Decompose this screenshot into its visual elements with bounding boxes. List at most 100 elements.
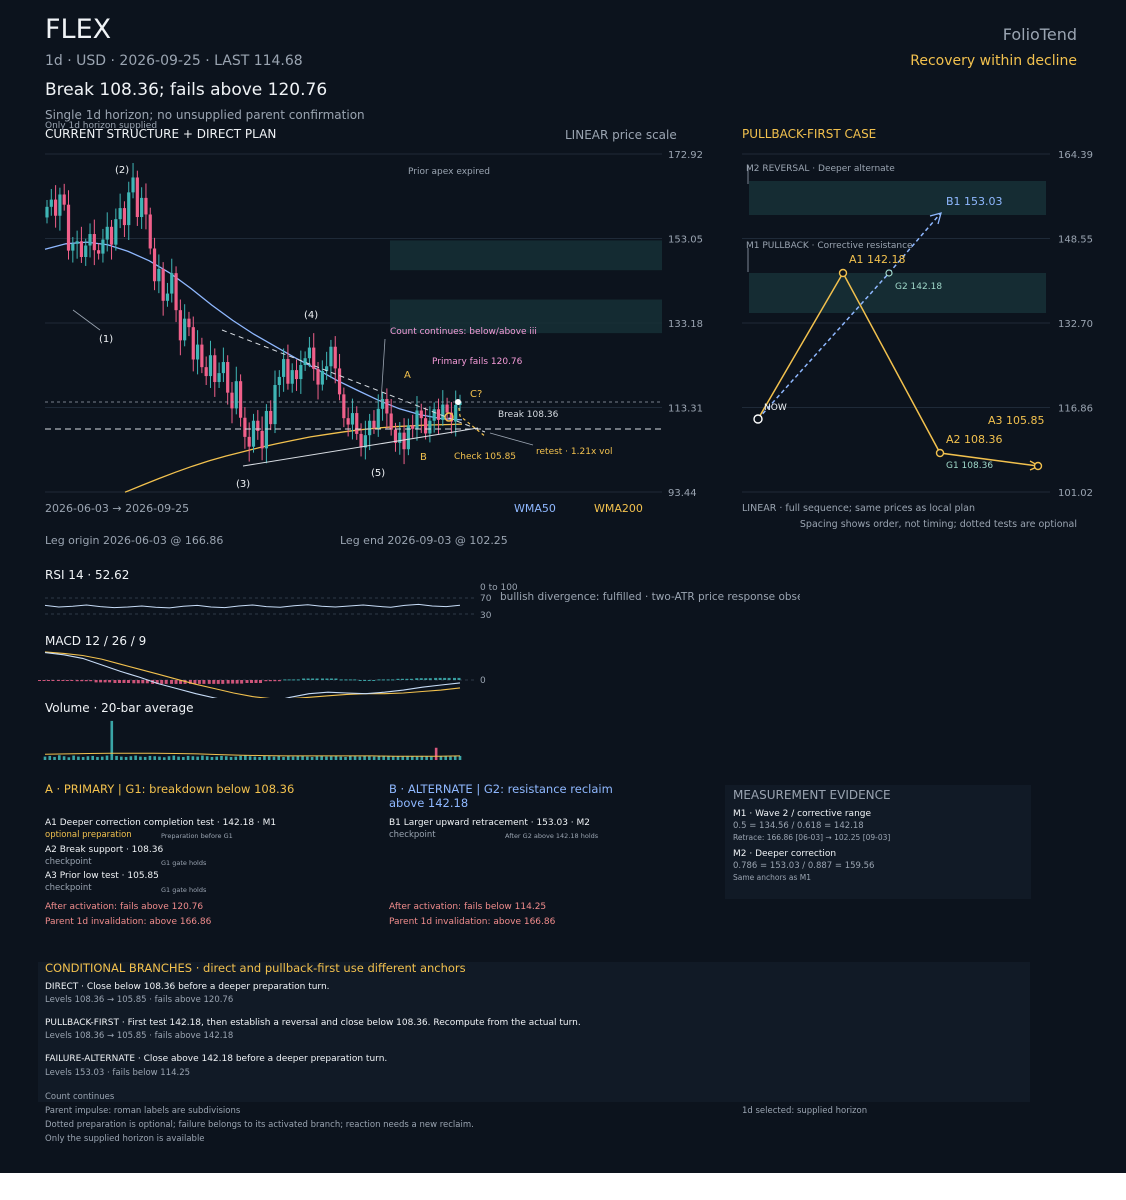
branch-direct-title: DIRECT · Close below 108.36 before a dee…: [45, 982, 330, 992]
macd-histogram-bar: [306, 678, 310, 680]
candle-body: [45, 206, 49, 218]
a1-note: Preparation before G1: [161, 832, 233, 840]
main-chart-title: CURRENT STRUCTURE + DIRECT PLAN: [45, 127, 277, 141]
a2-label: A2 108.36: [946, 433, 1003, 446]
macd-histogram-bar: [419, 678, 423, 680]
macd-histogram-bar: [38, 680, 41, 681]
volume-bar: [134, 755, 137, 760]
branch-pullback-levels: Levels 108.36 → 105.85 · fails above 142…: [45, 1031, 234, 1041]
macd-histogram-bar: [268, 680, 272, 682]
candle-body: [183, 318, 187, 341]
volume-bar: [81, 756, 85, 760]
volume-bar: [258, 756, 261, 760]
alternate-fails: After activation: fails below 114.25: [389, 902, 547, 912]
wma200-line: [124, 423, 463, 493]
now-label: NOW: [764, 403, 787, 413]
volume-bar: [158, 756, 161, 760]
footer-only: Only the supplied horizon is available: [45, 1134, 205, 1144]
evidence-title: MEASUREMENT EVIDENCE: [733, 788, 891, 802]
pullback-tick-label: 148.55: [1058, 234, 1093, 245]
macd-histogram-bar: [65, 680, 69, 681]
candle-body: [213, 355, 217, 383]
volume-bar: [320, 755, 323, 760]
rsi-chart: 0 to 100 70 30 bullish divergence: fulfi…: [44, 583, 800, 621]
candle-body: [346, 418, 350, 425]
macd-histogram-bar: [438, 677, 442, 680]
macd-histogram-bar: [212, 680, 216, 684]
volume-bar: [77, 756, 80, 760]
primary-invalidation: Parent 1d invalidation: above 166.86: [45, 917, 212, 927]
macd-histogram-bar: [363, 680, 367, 681]
structure-overlay: [45, 309, 662, 467]
macd-histogram-bar: [405, 678, 409, 680]
volume-bar: [353, 756, 357, 760]
volume-bar: [344, 756, 347, 760]
volume-bar: [315, 756, 319, 760]
legend-wma50: WMA50: [514, 502, 556, 515]
candle-body: [71, 243, 75, 251]
volume-bar: [62, 756, 66, 760]
macd-histogram-bar: [245, 680, 249, 683]
macd-histogram-bar: [113, 680, 117, 683]
subnote: Only 1d horizon supplied: [45, 121, 158, 131]
right-chart-title: PULLBACK-FIRST CASE: [742, 127, 877, 141]
g2-label: G2 142.18: [895, 282, 942, 292]
branches-panel: [38, 962, 1030, 1102]
macd-histogram-bar: [277, 680, 281, 682]
macd-histogram-bar: [424, 678, 428, 680]
volume-bar: [201, 755, 204, 760]
candle-body: [174, 273, 178, 311]
macd-histogram-bar: [292, 679, 296, 681]
volume-bar: [401, 756, 405, 760]
candle-body: [217, 373, 221, 383]
branch-failure-levels: Levels 153.03 · fails below 114.25: [45, 1068, 191, 1078]
wave-a-label: A: [404, 370, 411, 381]
candle-body: [303, 358, 307, 366]
b1-label: B1 153.03: [946, 195, 1003, 208]
pullback-chart: M2 REVERSAL · Deeper alternate M1 PULLBA…: [742, 150, 1093, 499]
m2-title: M2 · Deeper correction: [733, 849, 837, 859]
candle-body: [372, 420, 376, 428]
candle-body: [157, 268, 161, 282]
candle-body: [359, 433, 363, 448]
m1-calc: 0.5 = 134.56 / 0.618 = 142.18: [733, 821, 864, 831]
branches-title: CONDITIONAL BRANCHES · direct and pullba…: [45, 961, 466, 975]
candle-body: [109, 226, 114, 245]
candle-body: [66, 204, 71, 251]
candle-body: [127, 192, 131, 226]
wave-1-leader: [72, 309, 101, 331]
evidence-panel: MEASUREMENT EVIDENCE M1 · Wave 2 / corre…: [725, 785, 1031, 899]
candle-body: [419, 410, 423, 419]
check-marker: [444, 412, 454, 422]
wave-3-label: (3): [236, 479, 250, 490]
volume-bar: [434, 747, 438, 760]
candle-body: [58, 194, 62, 216]
candle-body: [441, 404, 445, 420]
macd-histogram-bar: [409, 678, 413, 680]
volume-bar: [263, 755, 266, 760]
candle-body: [398, 432, 402, 443]
volume-bar: [139, 756, 142, 760]
target-zone: [390, 240, 662, 271]
volume-bar: [234, 756, 238, 760]
macd-histogram-bar: [122, 680, 126, 683]
rsi-note: bullish divergence: fulfilled · two-ATR …: [500, 591, 800, 603]
volume-bar: [449, 756, 452, 760]
rsi-line: [44, 603, 461, 609]
primary-title: A · PRIMARY | G1: breakdown below 108.36: [45, 782, 295, 796]
moving-averages: [44, 241, 463, 493]
macd-histogram-bar: [259, 680, 262, 683]
macd-histogram-bar: [372, 680, 376, 681]
volume-bar: [382, 756, 385, 760]
candle-body: [389, 413, 393, 430]
regime-label: Recovery within decline: [910, 53, 1077, 69]
volume-bar: [220, 755, 223, 760]
primary-path: [757, 271, 1039, 467]
volume-bar: [100, 756, 104, 760]
macd-histogram-bar: [47, 680, 50, 681]
candle-body: [170, 273, 174, 294]
volume-bar: [115, 755, 118, 760]
candle-body: [329, 346, 333, 367]
volume-bar: [186, 755, 190, 760]
volume-bar: [167, 756, 171, 760]
